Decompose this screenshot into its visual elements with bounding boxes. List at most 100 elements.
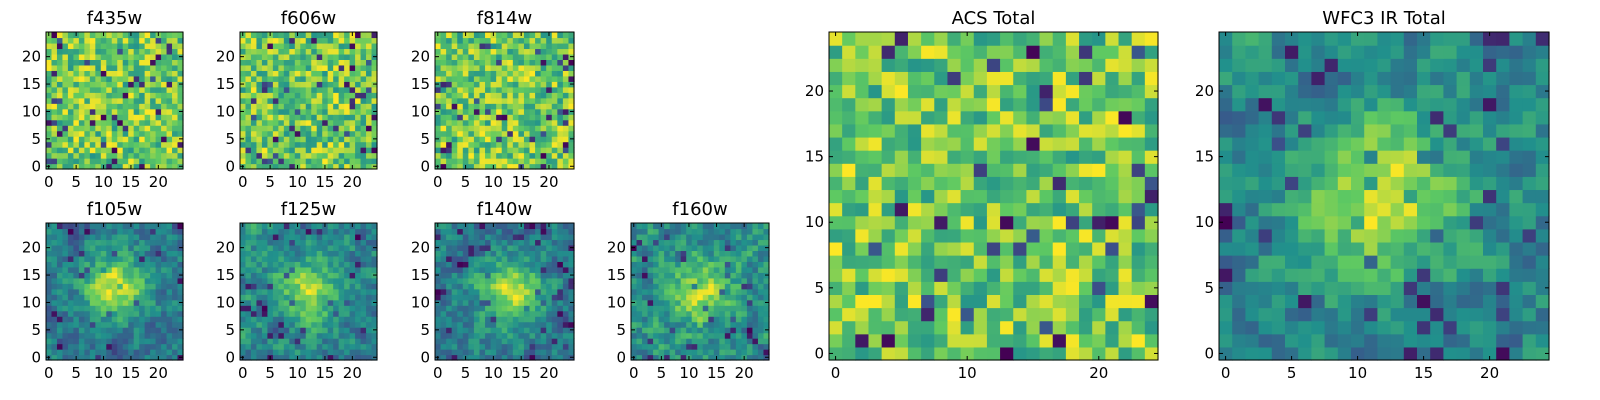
heatmap-cell — [305, 338, 312, 345]
heatmap-cell — [133, 147, 140, 154]
heatmap-cell — [507, 81, 514, 88]
heatmap-cell — [960, 333, 975, 348]
heatmap-cell — [468, 119, 475, 126]
heatmap-cell — [172, 310, 179, 317]
heatmap-cell — [106, 327, 113, 334]
heatmap-cell — [46, 70, 53, 77]
heatmap-cell — [100, 321, 107, 328]
heatmap-cell — [664, 332, 671, 339]
heatmap-cell — [289, 141, 296, 148]
heatmap-cell — [250, 158, 258, 165]
heatmap-cell — [172, 288, 179, 295]
heatmap-cell — [551, 130, 558, 137]
heatmap-cell — [518, 108, 525, 115]
heatmap-cell — [245, 354, 252, 361]
heatmap-cell — [479, 92, 486, 99]
heatmap-cell — [267, 305, 274, 312]
heatmap-cell — [51, 152, 58, 159]
heatmap-cell — [457, 152, 464, 159]
heatmap-cell — [133, 136, 140, 143]
heatmap-cell — [446, 81, 453, 88]
heatmap-cell — [366, 70, 373, 77]
heatmap-cell — [675, 316, 682, 323]
heatmap-cell — [462, 125, 469, 132]
heatmap-cell — [746, 255, 754, 262]
heatmap-cell — [150, 97, 157, 104]
heatmap-cell — [523, 244, 531, 251]
heatmap-cell — [708, 310, 715, 317]
heatmap-cell — [327, 321, 334, 328]
heatmap-cell — [344, 48, 351, 55]
heatmap-cell — [155, 59, 162, 66]
heatmap-cell — [371, 92, 378, 99]
heatmap-cell — [272, 141, 279, 148]
heatmap-cell — [111, 103, 118, 110]
heatmap-cell — [267, 343, 274, 350]
heatmap-cell — [338, 75, 345, 82]
heatmap-cell — [680, 288, 687, 295]
heatmap-cell — [67, 42, 74, 50]
heatmap-cell — [1079, 189, 1093, 204]
heatmap-cell — [462, 299, 469, 306]
heatmap-cell — [457, 294, 464, 301]
heatmap-cell — [240, 343, 247, 350]
heatmap-cell — [691, 223, 698, 230]
heatmap-cell — [371, 250, 378, 257]
y-tick-label: 15 — [22, 266, 41, 284]
heatmap-cell — [338, 158, 345, 165]
heatmap-cell — [468, 125, 475, 132]
heatmap-cell — [250, 152, 258, 159]
heatmap-cell — [529, 288, 536, 295]
heatmap-cell — [713, 277, 720, 284]
heatmap-cell — [518, 299, 525, 306]
heatmap-cell — [100, 261, 107, 268]
heatmap-cell — [73, 103, 80, 110]
heatmap-cell — [327, 97, 334, 104]
heatmap-cell — [535, 294, 542, 301]
heatmap-cell — [84, 114, 91, 121]
heatmap-cell — [84, 223, 91, 230]
heatmap-cell — [133, 327, 140, 334]
heatmap-cell — [305, 103, 312, 110]
heatmap-cell — [78, 310, 85, 317]
heatmap-cell — [881, 268, 896, 282]
heatmap-cell — [100, 294, 107, 301]
heatmap-cell — [473, 327, 481, 334]
heatmap-cell — [973, 255, 988, 269]
heatmap-cell — [451, 86, 458, 93]
heatmap-cell — [713, 349, 720, 356]
heatmap-cell — [562, 316, 570, 323]
heatmap-cell — [256, 299, 263, 306]
heatmap-cell — [451, 75, 458, 82]
heatmap-cell — [540, 349, 547, 356]
heatmap-cell — [161, 64, 168, 71]
heatmap-cell — [568, 59, 575, 66]
heatmap-cell — [473, 354, 481, 361]
heatmap-cell — [691, 338, 698, 345]
heatmap-cell — [89, 158, 96, 165]
heatmap-cell — [535, 223, 542, 230]
heatmap-cell — [106, 338, 113, 345]
heatmap-cell — [139, 141, 146, 148]
heatmap-cell — [316, 233, 323, 241]
heatmap-cell — [349, 152, 356, 159]
heatmap-cell — [67, 114, 74, 121]
y-tick-label: 10 — [22, 293, 41, 311]
heatmap-cell — [686, 288, 693, 295]
heatmap-cell — [84, 42, 91, 50]
heatmap-cell — [568, 97, 575, 104]
heatmap-cell — [128, 266, 135, 273]
heatmap-cell — [62, 103, 69, 110]
heatmap-cell — [172, 294, 179, 301]
heatmap-cell — [485, 233, 492, 241]
heatmap-cell — [757, 338, 765, 345]
heatmap-cell — [568, 343, 575, 350]
heatmap-cell — [133, 338, 140, 345]
heatmap-cell — [272, 103, 279, 110]
heatmap-cell — [338, 70, 345, 77]
heatmap-cell — [300, 244, 307, 251]
heatmap-cell — [490, 70, 497, 77]
heatmap-cell — [95, 354, 102, 361]
heatmap-cell — [106, 239, 113, 246]
